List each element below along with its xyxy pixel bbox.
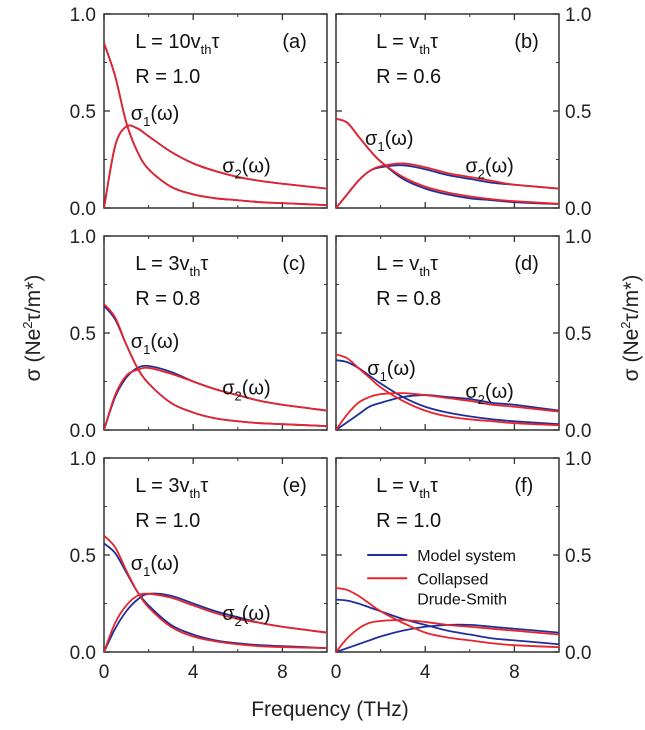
panel-e: 0.0 0.5 1.0 0 4 8 L = 3vthτ (e) R = 1.0 σ1(ω) σ2(ω… [70, 449, 328, 683]
y-tick-label: 1.0 [565, 449, 591, 470]
y-tick-label: 1.0 [565, 227, 591, 248]
collapsed-sigma1-line [104, 303, 327, 428]
panel-c: 0.0 0.5 1.0 L = 3vthτ (c) R = 0.8 σ1(ω) σ2(ω) [70, 227, 328, 442]
panel-letter: (c) [282, 253, 305, 275]
x-tick-label: 4 [420, 662, 431, 683]
y-axis-title-left: σ (Ne2τ/m*) [20, 275, 45, 382]
legend-label-collapsed: Collapsed [417, 571, 488, 588]
sigma2-label: σ2(ω) [222, 603, 271, 629]
collapsed-sigma2-line [336, 162, 559, 208]
legend: Model system Collapsed Drude-Smith [367, 548, 516, 608]
y-tick-label: 0.5 [70, 546, 96, 567]
panel-d: 0.0 0.5 1.0 L = vthτ (d) R = 0.8 σ1(ω) σ2(ω) [335, 227, 591, 442]
thermal-length-label: L = vthτ [376, 475, 438, 501]
legend-label-model: Model system [417, 548, 516, 565]
reflectivity-label: R = 1.0 [376, 510, 441, 532]
model-sigma2-line [336, 394, 559, 430]
collapsed-sigma2-line [104, 592, 327, 652]
y-tick-label: 0.0 [565, 421, 591, 442]
x-tick-label: 8 [277, 662, 288, 683]
reflectivity-label: R = 0.8 [135, 288, 200, 310]
y-tick-label: 0.0 [70, 199, 96, 220]
x-axis-title: Frequency (THz) [251, 698, 409, 721]
y-tick-label: 0.5 [70, 102, 96, 123]
sigma1-label: σ1(ω) [365, 128, 414, 154]
sigma2-label: σ2(ω) [222, 377, 271, 403]
y-tick-label: 1.0 [565, 5, 591, 26]
panel-letter: (a) [282, 31, 306, 53]
panel-a: 0.0 0.5 1.0 L = 10vthτ (a) R = 1.0 σ1(ω) σ2(ω) [70, 5, 328, 220]
reflectivity-label: R = 0.8 [376, 288, 441, 310]
sigma2-label: σ2(ω) [465, 381, 514, 407]
legend-label-collapsed-line2: Drude-Smith [417, 591, 507, 608]
sigma1-label: σ1(ω) [367, 358, 416, 384]
collapsed-sigma2-line [104, 124, 327, 208]
y-tick-label: 0.5 [565, 102, 591, 123]
panel-letter: (e) [282, 475, 306, 497]
thermal-length-label: L = vthτ [376, 31, 438, 57]
reflectivity-label: R = 1.0 [135, 510, 200, 532]
panel-f: 0.0 0.5 1.0 0 4 8 L = vthτ (f) R = 1.0 Model syst… [331, 449, 592, 683]
y-tick-label: 0.5 [565, 546, 591, 567]
sigma1-label: σ1(ω) [131, 553, 180, 579]
y-tick-label: 1.0 [70, 227, 96, 248]
x-tick-label: 0 [331, 662, 342, 683]
x-tick-label: 0 [99, 662, 110, 683]
y-tick-label: 1.0 [70, 5, 96, 26]
collapsed-sigma1-line [336, 353, 559, 427]
thermal-length-label: L = 3vthτ [135, 475, 208, 501]
model-sigma2-line [104, 364, 327, 430]
x-tick-label: 4 [188, 662, 199, 683]
collapsed-sigma1-line [104, 534, 327, 650]
model-sigma2-line [104, 592, 327, 652]
sigma2-label: σ2(ω) [465, 155, 514, 181]
thermal-length-label: L = 10vthτ [135, 31, 219, 57]
reflectivity-label: R = 0.6 [376, 66, 441, 88]
y-axis-title-right: σ (Ne2τ/m*) [618, 275, 643, 382]
y-tick-label: 0.0 [70, 421, 96, 442]
y-tick-label: 0.5 [70, 324, 96, 345]
y-tick-label: 1.0 [70, 449, 96, 470]
panel-letter: (d) [514, 253, 538, 275]
sigma2-label: σ2(ω) [222, 155, 271, 181]
sigma1-label: σ1(ω) [131, 331, 180, 357]
thermal-length-label: L = vthτ [376, 253, 438, 279]
y-tick-label: 0.5 [565, 324, 591, 345]
model-sigma1-line [104, 542, 327, 650]
collapsed-sigma2-line [336, 392, 559, 430]
y-tick-label: 0.0 [70, 643, 96, 664]
collapsed-sigma1-line [104, 42, 327, 206]
panel-letter: (f) [514, 475, 533, 497]
collapsed-sigma1-line [336, 587, 559, 649]
thermal-length-label: L = 3vthτ [135, 253, 208, 279]
collapsed-sigma2-line [336, 619, 559, 652]
panel-b: 0.0 0.5 1.0 L = vthτ (b) R = 0.6 σ1(ω) σ2(ω) [335, 5, 591, 220]
model-sigma2-line [104, 124, 327, 208]
model-sigma1-line [104, 305, 327, 428]
reflectivity-label: R = 1.0 [135, 66, 200, 88]
y-tick-label: 0.0 [565, 199, 591, 220]
x-tick-label: 8 [509, 662, 520, 683]
y-tick-label: 0.0 [565, 643, 591, 664]
collapsed-sigma2-line [104, 366, 327, 430]
model-sigma1-line [336, 598, 559, 646]
panel-letter: (b) [514, 31, 538, 53]
sigma1-label: σ1(ω) [131, 103, 180, 129]
collapsed-sigma1-line [336, 117, 559, 205]
